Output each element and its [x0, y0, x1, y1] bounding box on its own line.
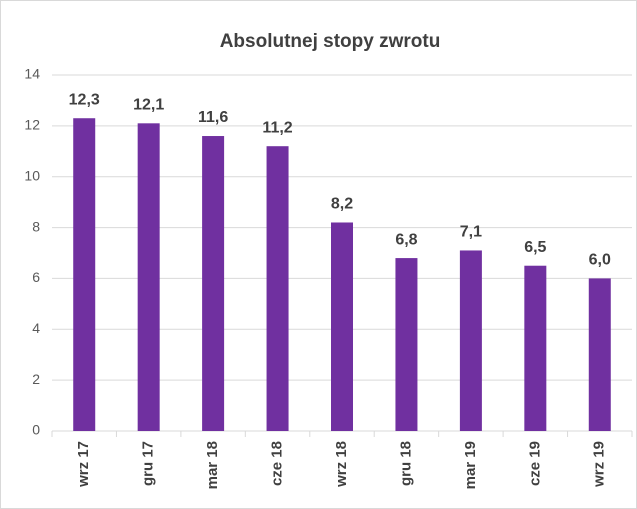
y-tick-label: 12	[24, 117, 40, 133]
bar	[524, 265, 547, 431]
y-tick-label: 14	[24, 66, 40, 82]
value-label: 11,2	[262, 119, 292, 136]
x-tick-label: wrz 17	[75, 441, 92, 488]
x-tick-label: wrz 19	[591, 441, 608, 488]
y-tick-label: 8	[32, 218, 40, 234]
value-label: 11,6	[198, 109, 228, 126]
bar	[459, 250, 482, 431]
chart-title: Absolutnej stopy zwrotu	[220, 31, 441, 52]
value-label: 7,1	[460, 224, 482, 241]
bar	[202, 136, 225, 431]
value-label: 6,5	[524, 239, 546, 256]
bar	[137, 123, 160, 432]
bar	[395, 258, 418, 431]
bar	[588, 278, 611, 431]
y-tick-label: 0	[32, 422, 40, 438]
y-tick-label: 2	[32, 371, 40, 387]
value-label: 6,0	[589, 252, 611, 269]
value-label: 12,3	[69, 91, 100, 108]
y-tick-label: 4	[32, 320, 40, 336]
value-label: 12,1	[133, 97, 164, 114]
value-label: 6,8	[395, 231, 417, 248]
bar	[266, 146, 289, 431]
bar	[73, 118, 96, 431]
x-tick-label: wrz 18	[333, 441, 350, 488]
x-tick-label: mar 18	[204, 441, 221, 489]
x-tick-label: gru 18	[397, 441, 414, 486]
bar	[331, 222, 353, 431]
y-tick-label: 6	[32, 269, 40, 285]
x-tick-label: cze 18	[269, 441, 286, 486]
x-tick-label: gru 17	[140, 441, 157, 486]
x-tick-label: cze 19	[526, 441, 543, 486]
x-tick-label: mar 19	[462, 441, 479, 489]
y-tick-label: 10	[24, 167, 40, 183]
value-label: 8,2	[331, 196, 353, 213]
